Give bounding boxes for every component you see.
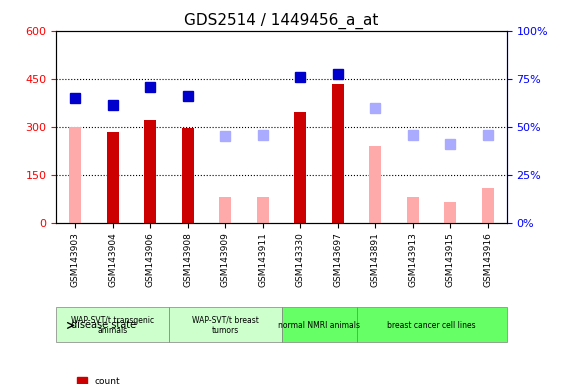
Legend: count, percentile rank within the sample, value, Detection Call = ABSENT, rank, : count, percentile rank within the sample… [77,377,248,384]
Bar [294,112,306,223]
Bar [332,84,343,223]
FancyBboxPatch shape [282,307,356,342]
Bar [144,120,156,223]
Text: normal NMRI animals: normal NMRI animals [278,321,360,330]
Bar [369,146,381,223]
Bar [407,197,419,223]
Bar [445,202,457,223]
Text: WAP-SVT/t breast
tumors: WAP-SVT/t breast tumors [192,316,258,335]
FancyBboxPatch shape [56,307,169,342]
Bar [182,128,194,223]
Bar [482,187,494,223]
FancyBboxPatch shape [356,307,507,342]
FancyBboxPatch shape [169,307,282,342]
Text: breast cancer cell lines: breast cancer cell lines [387,321,476,330]
Bar [219,197,231,223]
Text: WAP-SVT/t transgenic
animals: WAP-SVT/t transgenic animals [71,316,154,335]
Title: GDS2514 / 1449456_a_at: GDS2514 / 1449456_a_at [184,13,379,29]
Bar [107,131,118,223]
Text: disease state: disease state [70,320,136,331]
Bar [69,127,81,223]
Bar [257,197,269,223]
